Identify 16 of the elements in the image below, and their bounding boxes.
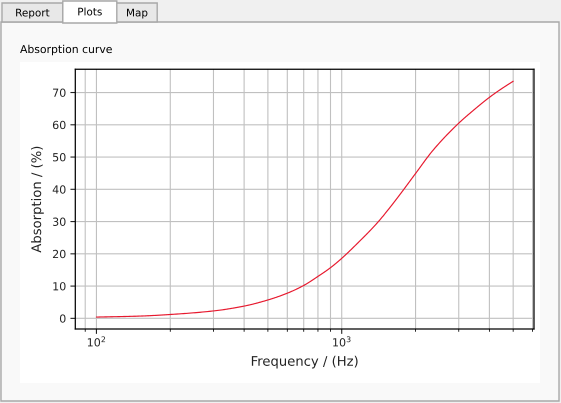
y-tick-label: 70 [53,88,66,97]
y-tick-label: 20 [52,250,66,258]
x-axis-title: Frequency / (Hz) [252,356,358,368]
y-tick-label: 50 [52,153,66,162]
x-tick-label: 10$^{3}$ [333,336,351,347]
y-tick-label: 30 [52,218,66,226]
y-tick-label: 60 [52,120,66,130]
y-axis-title: Absorption / (%) [31,146,44,253]
x-tick-label: 10$^{2}$ [88,336,106,347]
y-tick-label: 40 [52,185,66,194]
text: Map [127,8,148,19]
text: Report [16,8,50,19]
text: Plots [78,7,102,16]
y-tick-label: 10 [53,282,66,290]
y-tick-label: 0 [60,314,66,323]
chart-title: Absorption curve [20,44,112,56]
